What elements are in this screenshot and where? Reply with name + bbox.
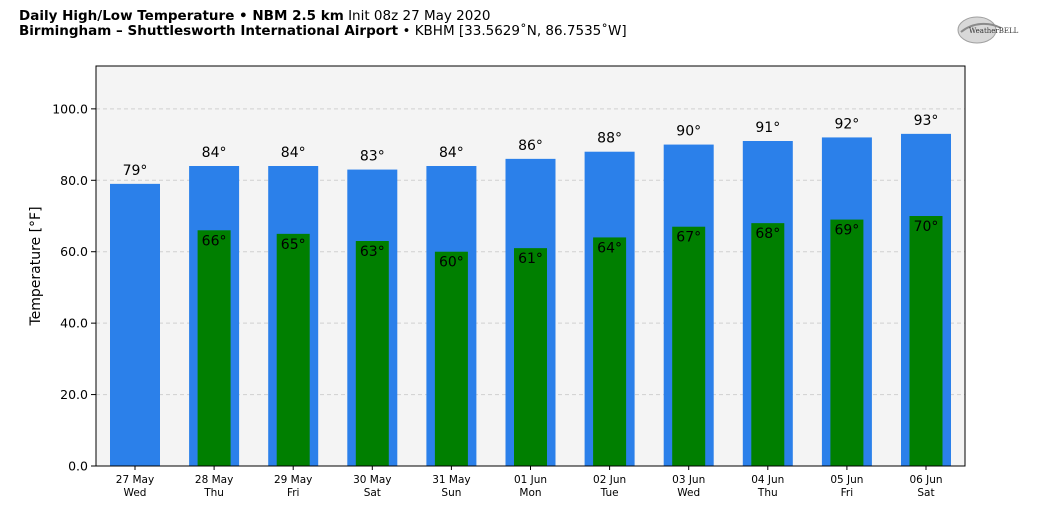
init-time: Init 08z 27 May 2020 [348, 8, 491, 24]
weatherbell-logo: WeatherBELL [957, 16, 1019, 44]
y-tick-label: 80.0 [60, 173, 88, 188]
low-temp-label: 68° [755, 226, 780, 242]
y-tick-label: 60.0 [60, 244, 88, 259]
low-temp-bar [514, 248, 547, 466]
logo-text: WeatherBELL [969, 27, 1019, 35]
x-tick-date: 06 Jun [909, 474, 942, 486]
high-temp-label: 88° [597, 131, 622, 147]
x-tick-date: 04 Jun [751, 474, 784, 486]
high-temp-label: 79° [123, 163, 148, 179]
low-temp-label: 64° [597, 240, 622, 256]
low-temp-bar [197, 230, 231, 466]
low-temp-label: 65° [281, 237, 306, 253]
low-temp-label: 69° [834, 223, 859, 239]
high-temperature-bars [110, 133, 951, 467]
x-tick-day: Fri [287, 487, 300, 499]
x-tick-date: 28 May [195, 474, 233, 486]
logo-swoosh [960, 22, 1002, 33]
high-temp-bar [110, 183, 160, 466]
chart-header: Daily High/Low Temperature • NBM 2.5 km … [19, 9, 627, 39]
low-temp-bar [830, 219, 864, 466]
low-temp-label: 61° [518, 251, 543, 267]
high-temp-label: 92° [834, 116, 859, 132]
x-tick-date: 29 May [274, 474, 312, 486]
x-tick-day: Sun [441, 487, 461, 499]
high-temperature-labels: 79° 84° 84° 83° 84° 86° 88° 90° 91° 92° 93° [123, 113, 939, 179]
x-tick-day: Sat [364, 487, 381, 499]
x-tick-date: 01 Jun [514, 474, 547, 486]
high-temp-label: 90° [676, 124, 701, 140]
y-axis-title: Temperature [°F] [28, 206, 44, 326]
x-tick-date: 27 May [116, 474, 154, 486]
x-tick-date: 31 May [432, 474, 470, 486]
low-temp-bar [355, 241, 389, 466]
title-line: Daily High/Low Temperature • NBM 2.5 km … [19, 9, 627, 24]
x-tick-day: Tue [600, 487, 619, 499]
y-tick-label: 40.0 [60, 316, 88, 331]
x-tick-day: Thu [203, 487, 224, 499]
y-tick-label: 20.0 [60, 387, 88, 402]
station-coordinates: • KBHM [33.5629˚N, 86.7535˚W] [402, 23, 627, 39]
low-temp-label: 63° [360, 244, 385, 260]
x-tick-date: 03 Jun [672, 474, 705, 486]
low-temp-bar [909, 216, 943, 466]
high-temp-label: 86° [518, 138, 543, 154]
y-tick-label: 0.0 [68, 459, 88, 474]
high-temp-label: 91° [755, 120, 780, 136]
high-temp-label: 84° [281, 145, 306, 161]
y-tick-label: 100.0 [52, 101, 88, 116]
x-tick-date: 05 Jun [830, 474, 863, 486]
low-temp-label: 70° [914, 219, 939, 235]
location-line: Birmingham – Shuttlesworth International… [19, 24, 627, 39]
low-temp-bar [672, 226, 706, 466]
low-temp-bar [276, 233, 310, 466]
x-tick-date: 02 Jun [593, 474, 626, 486]
chart-title: Daily High/Low Temperature • NBM 2.5 km [19, 8, 344, 24]
high-temp-label: 84° [439, 145, 464, 161]
low-temp-label: 67° [676, 230, 701, 246]
x-tick-day: Fri [841, 487, 854, 499]
x-tick-day: Wed [677, 487, 700, 499]
low-temp-bar [593, 237, 627, 466]
high-temp-label: 84° [202, 145, 227, 161]
location-name: Birmingham – Shuttlesworth International… [19, 23, 399, 39]
x-tick-day: Mon [519, 487, 541, 499]
high-temp-label: 93° [914, 113, 939, 129]
low-temperature-bars [197, 216, 943, 466]
x-tick-day: Thu [757, 487, 778, 499]
low-temp-label: 66° [202, 233, 227, 249]
low-temperature-labels: 66° 65° 63° 60° 61° 64° 67° 68° 69° 70° [202, 219, 939, 271]
x-tick-date: 30 May [353, 474, 391, 486]
high-temp-label: 83° [360, 149, 385, 165]
low-temp-bar [751, 223, 785, 466]
low-temp-label: 60° [439, 255, 464, 271]
y-axis: 0.0 20.0 40.0 60.0 80.0 100.0 [52, 101, 96, 474]
low-temp-bar [434, 251, 468, 466]
x-tick-day: Sat [917, 487, 934, 499]
x-tick-day: Wed [124, 487, 147, 499]
